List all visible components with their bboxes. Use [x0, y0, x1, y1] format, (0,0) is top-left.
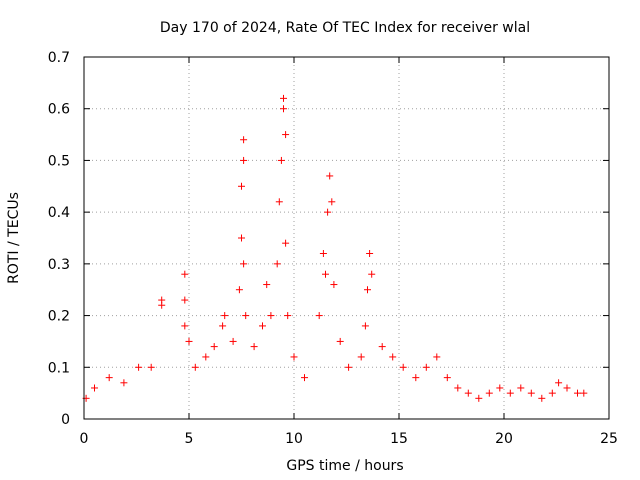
data-point	[301, 374, 308, 382]
y-tick-label: 0.2	[48, 309, 70, 325]
data-point	[433, 353, 441, 361]
data-point	[135, 363, 143, 371]
data-point	[580, 389, 588, 397]
data-point	[574, 389, 581, 397]
y-axis-title: ROTI / TECUs	[6, 192, 22, 284]
data-point	[475, 394, 483, 402]
data-point	[328, 198, 336, 206]
data-point	[202, 353, 210, 361]
data-point	[357, 353, 365, 361]
data-point	[210, 343, 218, 351]
y-tick-label: 0.1	[48, 360, 70, 376]
data-point	[422, 363, 430, 371]
data-point	[399, 363, 407, 371]
data-point	[238, 182, 245, 190]
x-tick-label: 15	[390, 431, 408, 447]
points-layer	[82, 94, 588, 402]
data-point	[263, 281, 271, 289]
data-point	[181, 322, 189, 330]
data-point	[185, 337, 193, 345]
data-point	[158, 296, 166, 304]
data-point	[282, 131, 290, 139]
data-point	[538, 394, 546, 402]
data-point	[555, 379, 563, 387]
data-point	[517, 384, 525, 392]
data-point	[191, 363, 199, 371]
data-point	[235, 286, 243, 294]
data-point	[366, 250, 374, 258]
data-point	[120, 379, 128, 387]
y-tick-label: 0.7	[48, 50, 70, 66]
data-point	[277, 156, 285, 164]
x-tick-label: 0	[80, 431, 89, 447]
x-tick-label: 20	[495, 431, 513, 447]
data-point	[238, 234, 245, 242]
x-tick-label: 5	[185, 431, 194, 447]
data-point	[345, 363, 353, 371]
data-point	[273, 260, 281, 268]
x-tick-label: 10	[285, 431, 303, 447]
y-tick-label: 0.5	[48, 153, 70, 169]
data-point	[319, 250, 327, 258]
data-point	[181, 270, 189, 278]
x-axis-title: GPS time / hours	[286, 458, 403, 474]
data-point	[240, 156, 248, 164]
data-point	[464, 389, 472, 397]
data-point	[322, 270, 329, 278]
data-point	[91, 384, 98, 392]
data-point	[284, 312, 292, 320]
x-tick-label: 25	[600, 431, 618, 447]
data-point	[330, 281, 338, 289]
data-point	[378, 343, 386, 351]
y-tick-label: 0.4	[48, 205, 70, 221]
data-point	[181, 296, 189, 304]
data-point	[147, 363, 155, 371]
data-point	[280, 94, 287, 102]
data-point	[280, 105, 287, 113]
data-point	[361, 322, 369, 330]
data-point	[326, 172, 334, 180]
data-point	[240, 136, 248, 144]
plot-frame	[83, 56, 610, 420]
data-point	[506, 389, 514, 397]
data-point	[282, 239, 290, 247]
data-point	[242, 312, 250, 320]
data-point	[563, 384, 571, 392]
data-point	[412, 374, 420, 382]
data-point	[364, 286, 371, 294]
data-point	[105, 374, 113, 382]
data-point	[336, 337, 344, 345]
data-point	[485, 389, 493, 397]
data-point	[240, 260, 248, 268]
data-point	[250, 343, 258, 351]
data-point	[290, 353, 298, 361]
data-point	[275, 198, 283, 206]
data-point	[389, 353, 397, 361]
data-point	[219, 322, 227, 330]
data-point	[527, 389, 535, 397]
data-point	[221, 312, 229, 320]
data-point	[496, 384, 504, 392]
chart-title: Day 170 of 2024, Rate Of TEC Index for r…	[160, 20, 530, 36]
data-point	[443, 374, 451, 382]
grid-layer	[84, 57, 609, 419]
data-point	[229, 337, 237, 345]
y-tick-label: 0.3	[48, 257, 70, 273]
ticks-layer: 0 5 10 15 20 25 0 0.1 0.2 0.3 0.4 0.5 0.6 0.7	[48, 50, 618, 447]
data-point	[315, 312, 323, 320]
data-point	[324, 208, 332, 216]
data-point	[548, 389, 556, 397]
y-tick-label: 0.6	[48, 102, 70, 118]
data-point	[454, 384, 462, 392]
data-point	[267, 312, 275, 320]
y-tick-label: 0	[61, 412, 70, 428]
data-point	[259, 322, 266, 330]
data-point	[368, 270, 376, 278]
